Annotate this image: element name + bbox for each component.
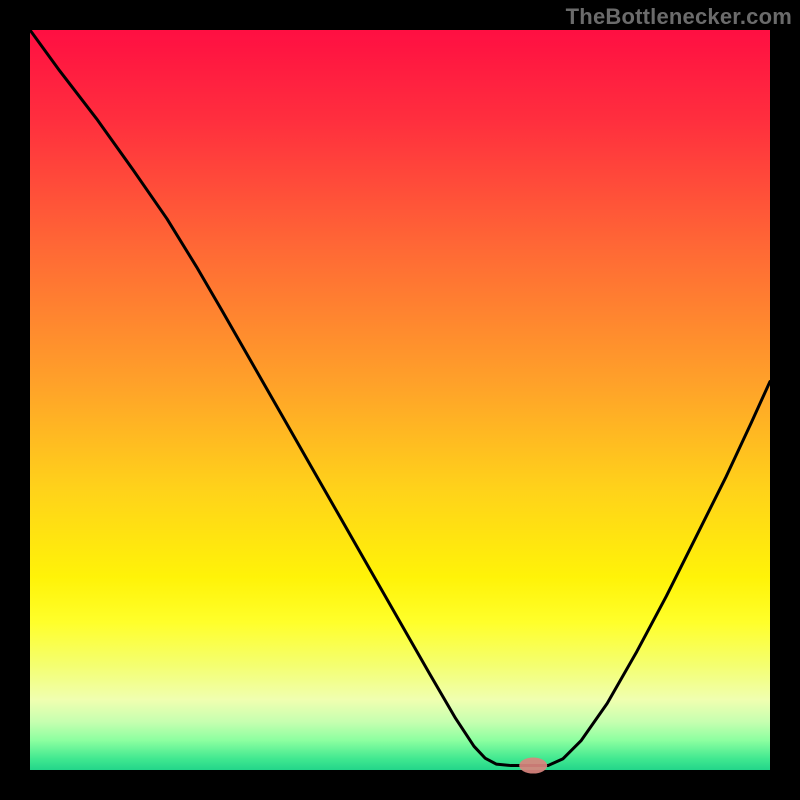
watermark-text: TheBottlenecker.com: [566, 4, 792, 30]
bottleneck-chart: TheBottlenecker.com: [0, 0, 800, 800]
plot-background: [30, 30, 770, 770]
chart-canvas: [0, 0, 800, 800]
optimal-marker: [519, 758, 547, 774]
